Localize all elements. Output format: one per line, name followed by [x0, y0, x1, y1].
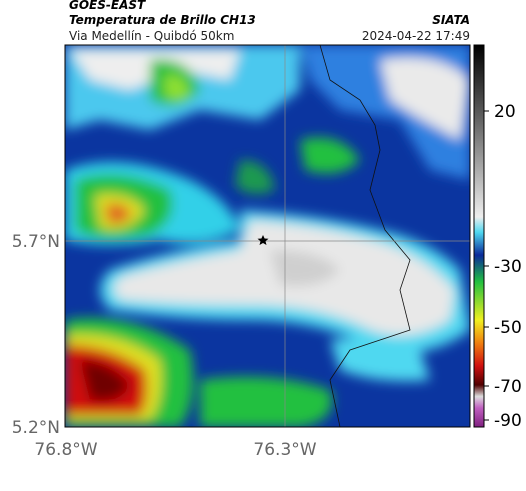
- x-label: 76.8°W: [34, 440, 97, 460]
- satellite-image: [65, 45, 470, 427]
- colorbar-label: -50: [494, 318, 522, 338]
- colorbar-label: -30: [494, 257, 522, 277]
- colorbar-label: -90: [494, 411, 522, 431]
- route-label: Via Medellín - Quibdó 50km: [69, 29, 234, 43]
- colorbar-ticks: 20 -30 -50 -70 -90: [484, 102, 522, 431]
- location-star: [257, 235, 269, 245]
- y-label: 5.2°N: [12, 418, 60, 438]
- datetime-label: 2024-04-22 17:49: [362, 29, 470, 43]
- x-label: 76.3°W: [253, 440, 316, 460]
- satellite-name: GOES-EAST: [69, 0, 146, 12]
- colorbar: [473, 44, 485, 428]
- y-label: 5.7°N: [12, 232, 60, 252]
- source-label: SIATA: [432, 13, 470, 27]
- map-title: Temperatura de Brillo CH13: [69, 13, 256, 27]
- colorbar-label: 20: [494, 102, 516, 122]
- colorbar-label: -70: [494, 377, 522, 397]
- map-frame: [64, 44, 471, 428]
